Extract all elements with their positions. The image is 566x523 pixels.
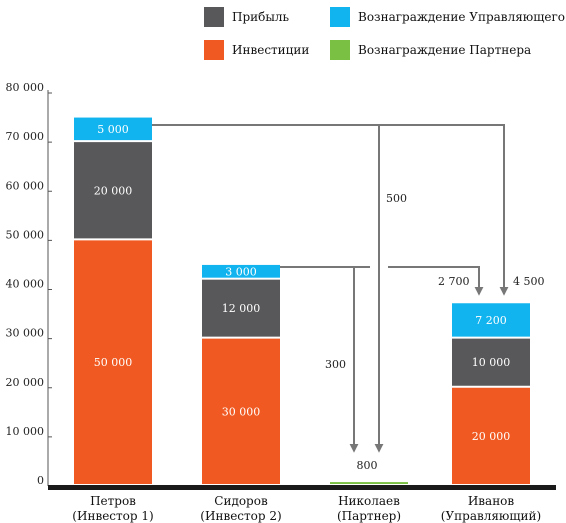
y-tick-label: 10 000 — [6, 425, 45, 438]
category-label: Иванов (Управляющий) — [441, 494, 541, 523]
y-axis-ticks: 0 10 000 20 000 30 000 40 000 50 000 60 000 70 … — [6, 81, 52, 487]
category-label: Петров (Инвестор 1) — [72, 494, 153, 523]
arrow-petrov-to-manager — [379, 124, 509, 296]
y-tick-label: 20 000 — [6, 376, 45, 389]
bar-profit-1 — [202, 279, 280, 337]
bar-profit-3 — [452, 338, 530, 386]
data-label-investments: 30 000 — [222, 405, 261, 418]
data-label-manager-fee: 3 000 — [225, 265, 257, 278]
legend-label-partner-fee: Вознаграждение Партнера — [358, 43, 531, 57]
bar-investments-3 — [452, 387, 530, 484]
y-tick-label: 60 000 — [6, 179, 45, 192]
category-labels: Петров (Инвестор 1) Сидоров (Инвестор 2) Ник… — [72, 494, 541, 523]
flow-annotations: 500 300 800 2 700 4 500 — [325, 192, 545, 472]
bar-investments-1 — [202, 338, 280, 484]
category-label: Сидоров (Инвестор 2) — [200, 494, 281, 523]
data-label-investments: 20 000 — [472, 430, 511, 443]
bar-manager-fee-1 — [202, 264, 280, 278]
data-label-profit: 12 000 — [222, 302, 261, 315]
legend-label-manager-fee: Вознаграждение Управляющего — [358, 10, 565, 24]
data-label-profit: 20 000 — [94, 184, 133, 197]
annotation-4500: 4 500 — [513, 275, 545, 288]
data-label-manager-fee: 5 000 — [97, 123, 129, 136]
legend-label-investments: Инвестиции — [232, 43, 309, 57]
legend: Прибыль Вознаграждение Управляющего Инве… — [204, 7, 565, 60]
legend-label-profit: Прибыль — [232, 10, 290, 24]
arrow-sidorov-to-partner — [280, 266, 370, 451]
annotation-2700: 2 700 — [438, 275, 470, 288]
bar-partner-fee-2 — [330, 482, 408, 484]
bar-manager-fee-3 — [452, 303, 530, 337]
category-label: Николаев (Партнер) — [337, 494, 401, 523]
bar-profit-0 — [74, 142, 152, 239]
y-tick-label: 80 000 — [6, 81, 45, 94]
annotation-500: 500 — [386, 192, 407, 205]
y-tick-label: 0 — [37, 474, 44, 487]
annotation-300: 300 — [325, 358, 346, 371]
y-tick-label: 50 000 — [6, 228, 45, 241]
bars: 50 000 20 000 5 000 30 000 12 000 3 000 20 000… — [74, 117, 530, 484]
bar-manager-fee-0 — [74, 117, 152, 141]
y-tick-label: 70 000 — [6, 130, 45, 143]
data-label-manager-fee: 7 200 — [475, 314, 507, 327]
x-axis-baseline — [48, 485, 556, 490]
bar-investments-0 — [74, 240, 152, 484]
data-label-investments: 50 000 — [94, 356, 133, 369]
y-tick-label: 30 000 — [6, 327, 45, 340]
annotation-800: 800 — [357, 459, 378, 472]
legend-swatch-investments — [204, 40, 224, 60]
arrow-sidorov-to-manager — [388, 266, 484, 296]
legend-swatch-profit — [204, 7, 224, 27]
y-tick-label: 40 000 — [6, 278, 45, 291]
legend-swatch-partner-fee — [330, 40, 350, 60]
data-label-profit: 10 000 — [472, 356, 511, 369]
flow-arrows — [152, 124, 509, 451]
legend-swatch-manager-fee — [330, 7, 350, 27]
